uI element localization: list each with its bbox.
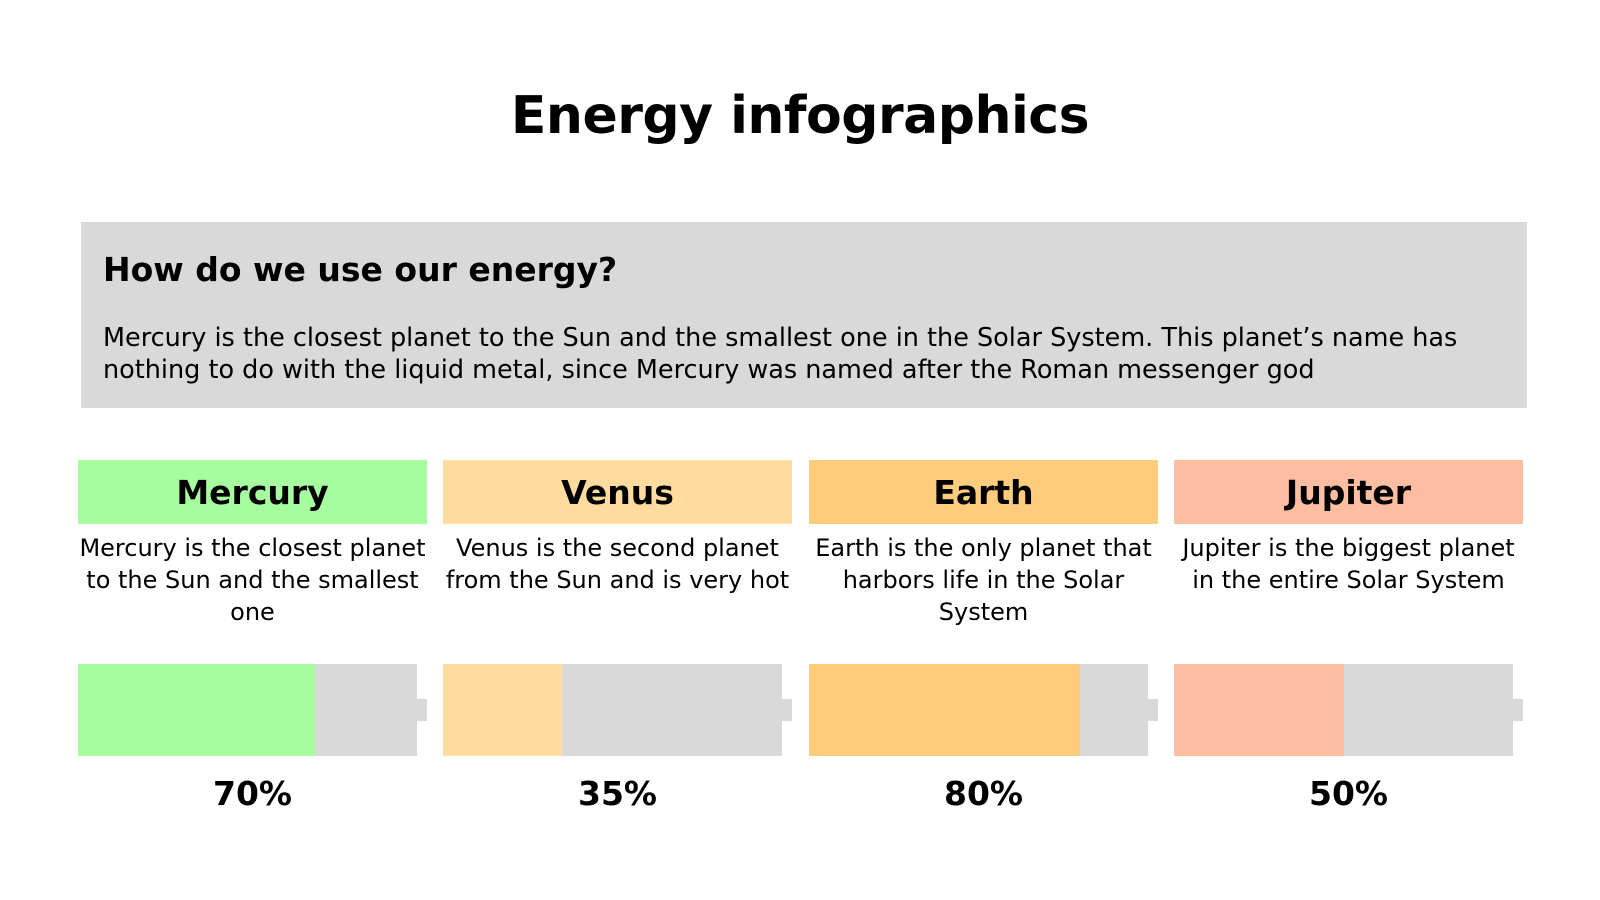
battery-tip (1513, 699, 1523, 721)
card-description-venus: Venus is the second planet from the Sun … (445, 534, 790, 594)
percent-label-mercury: 70% (213, 774, 292, 813)
battery-fill-jupiter (1174, 664, 1344, 756)
card-jupiter: Jupiter Jupiter is the biggest planet in… (1174, 460, 1523, 822)
card-mercury: Mercury Mercury is the closest planet to… (78, 460, 427, 822)
battery-fill-earth (809, 664, 1081, 756)
card-earth: Earth Earth is the only planet that harb… (809, 460, 1158, 822)
percent-label-venus: 35% (578, 774, 657, 813)
battery-jupiter (1174, 664, 1523, 756)
battery-tip (782, 699, 792, 721)
page-title: Energy infographics (510, 86, 1090, 146)
battery-body (1174, 664, 1513, 756)
card-header-venus: Venus (443, 460, 792, 524)
battery-fill-mercury (78, 664, 316, 756)
battery-body (443, 664, 782, 756)
card-description-earth: Earth is the only planet that harbors li… (815, 534, 1152, 626)
intro-text: Mercury is the closest planet to the Sun… (103, 323, 1458, 385)
battery-venus (443, 664, 792, 756)
battery-earth (809, 664, 1158, 756)
battery-tip (1148, 699, 1158, 721)
intro-panel: How do we use our energy? Mercury is the… (81, 222, 1527, 408)
battery-body (78, 664, 417, 756)
card-header-mercury: Mercury (78, 460, 427, 524)
percent-label-earth: 80% (944, 774, 1023, 813)
percent-label-jupiter: 50% (1309, 774, 1388, 813)
battery-body (809, 664, 1148, 756)
card-header-earth: Earth (809, 460, 1158, 524)
battery-mercury (78, 664, 427, 756)
card-description-mercury: Mercury is the closest planet to the Sun… (79, 534, 426, 626)
card-venus: Venus Venus is the second planet from th… (443, 460, 792, 822)
battery-fill-venus (443, 664, 562, 756)
card-header-jupiter: Jupiter (1174, 460, 1523, 524)
card-description-jupiter: Jupiter is the biggest planet in the ent… (1182, 534, 1515, 594)
intro-heading: How do we use our energy? (103, 250, 618, 289)
battery-tip (417, 699, 427, 721)
